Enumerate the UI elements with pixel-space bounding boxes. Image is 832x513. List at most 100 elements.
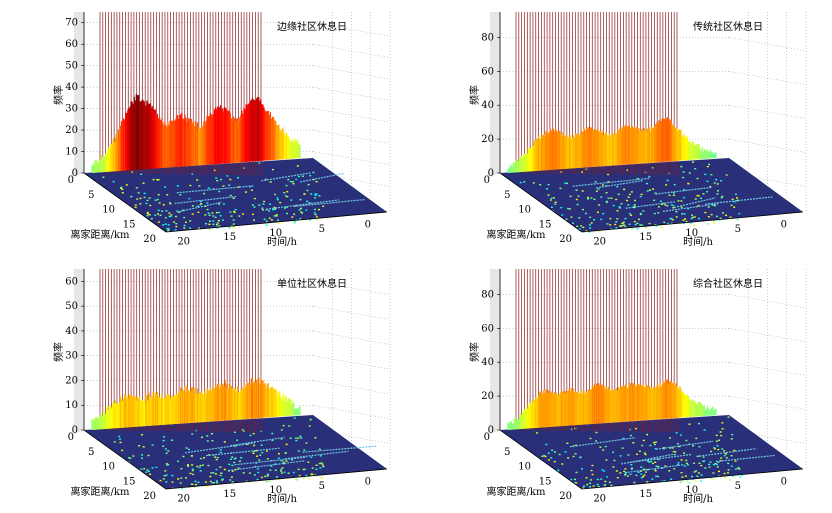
floor-data-mark <box>565 182 568 185</box>
floor-data-mark <box>630 434 632 437</box>
floor-data-mark <box>729 479 732 481</box>
floor-data-mark <box>629 473 632 475</box>
floor-data-mark <box>666 222 669 225</box>
floor-data-mark <box>210 433 213 435</box>
floor-data-mark <box>565 218 568 220</box>
floor-data-mark <box>164 223 167 225</box>
floor-data-mark <box>585 230 588 232</box>
floor-streak <box>625 201 675 209</box>
floor-data-mark <box>134 206 137 209</box>
floor-data-mark <box>139 203 142 205</box>
floor-data-mark <box>310 473 313 475</box>
floor-data-mark <box>700 464 703 467</box>
floor-data-mark <box>692 224 695 226</box>
floor-data-mark <box>269 181 272 183</box>
distance-axis <box>83 429 167 490</box>
floor-data-mark <box>653 199 656 201</box>
side-grid-line <box>728 429 807 444</box>
floor-data-mark <box>659 200 662 202</box>
floor-data-mark <box>168 212 171 214</box>
floor-data-mark <box>271 432 274 435</box>
floor-data-mark <box>558 453 561 456</box>
time-tick-label: 10 <box>269 485 282 496</box>
floor-data-mark <box>233 211 236 213</box>
floor-data-mark <box>626 475 629 477</box>
floor-data-mark <box>670 217 673 220</box>
floor-data-mark <box>291 216 294 218</box>
floor-data-mark <box>702 193 705 195</box>
floor-data-mark <box>260 476 263 479</box>
floor-data-mark <box>602 213 605 215</box>
floor-data-mark <box>183 216 186 219</box>
floor-data-mark <box>303 193 306 195</box>
floor-data-mark <box>197 481 200 484</box>
floor-data-mark <box>671 447 674 449</box>
floor-data-mark <box>291 459 294 461</box>
floor-data-mark <box>194 480 197 483</box>
z-tick-label: 20 <box>65 125 78 136</box>
floor-data-mark <box>570 478 573 481</box>
floor-data-mark <box>253 197 256 200</box>
floor-data-mark <box>289 181 292 183</box>
floor-data-mark <box>191 205 194 207</box>
floor-data-mark <box>657 212 660 214</box>
time-tick-label: 20 <box>177 236 190 247</box>
floor-data-mark <box>719 431 722 433</box>
floor-data-mark <box>623 224 626 226</box>
floor-data-mark <box>593 219 596 221</box>
floor-data-mark <box>686 464 689 466</box>
distance-tick-label: 10 <box>102 462 115 473</box>
floor-data-mark <box>717 448 720 451</box>
floor-data-mark <box>314 437 317 439</box>
floor-data-mark <box>654 441 657 443</box>
floor-data-mark <box>259 454 262 456</box>
floor-data-mark <box>630 464 633 466</box>
floor-data-mark <box>583 485 585 487</box>
floor-data-mark <box>180 468 183 470</box>
floor-data-mark <box>688 482 691 484</box>
floor-data-mark <box>706 223 709 225</box>
floor-data-mark <box>669 447 672 449</box>
floor-data-mark <box>618 207 621 209</box>
floor-data-mark <box>710 477 713 479</box>
floor-data-mark <box>207 464 210 467</box>
floor-data-mark <box>628 213 631 215</box>
floor-data-mark <box>156 198 159 201</box>
floor-data-mark <box>654 443 656 446</box>
distance-tick-label: 5 <box>504 447 510 458</box>
floor-data-mark <box>645 182 648 185</box>
floor-data-mark <box>249 434 252 437</box>
floor-data-mark <box>590 197 593 199</box>
floor-data-mark <box>162 445 165 447</box>
time-tick-label: 20 <box>593 236 606 247</box>
floor-data-mark <box>162 224 165 226</box>
floor-data-mark <box>151 444 154 446</box>
floor-data-mark <box>265 481 268 483</box>
floor-data-mark <box>180 477 183 479</box>
floor-data-mark <box>641 444 644 447</box>
floor-data-mark <box>694 168 697 170</box>
side-grid-line <box>312 151 391 166</box>
floor-data-mark <box>210 472 213 474</box>
floor-data-mark <box>595 431 598 434</box>
floor-data-mark <box>608 481 611 483</box>
floor-data-mark <box>601 184 604 186</box>
floor-data-mark <box>707 206 710 208</box>
floor-data-mark <box>700 474 703 476</box>
floor-data-mark <box>300 207 303 210</box>
distance-tick-label: 0 <box>68 432 74 443</box>
side-grid-line <box>312 172 391 187</box>
floor-data-mark <box>181 488 184 490</box>
floor-streak <box>227 460 306 472</box>
floor-data-mark <box>213 169 216 172</box>
floor-data-mark <box>229 479 232 481</box>
floor-data-mark <box>682 176 685 179</box>
z-tick-label: 20 <box>481 391 494 402</box>
floor-data-mark <box>292 471 295 474</box>
floor-data-mark <box>315 193 318 195</box>
floor-data-mark <box>189 472 192 475</box>
floor-data-mark <box>557 469 560 471</box>
floor-data-mark <box>306 200 309 202</box>
floor-data-mark <box>639 195 642 198</box>
floor-data-mark <box>600 478 603 480</box>
